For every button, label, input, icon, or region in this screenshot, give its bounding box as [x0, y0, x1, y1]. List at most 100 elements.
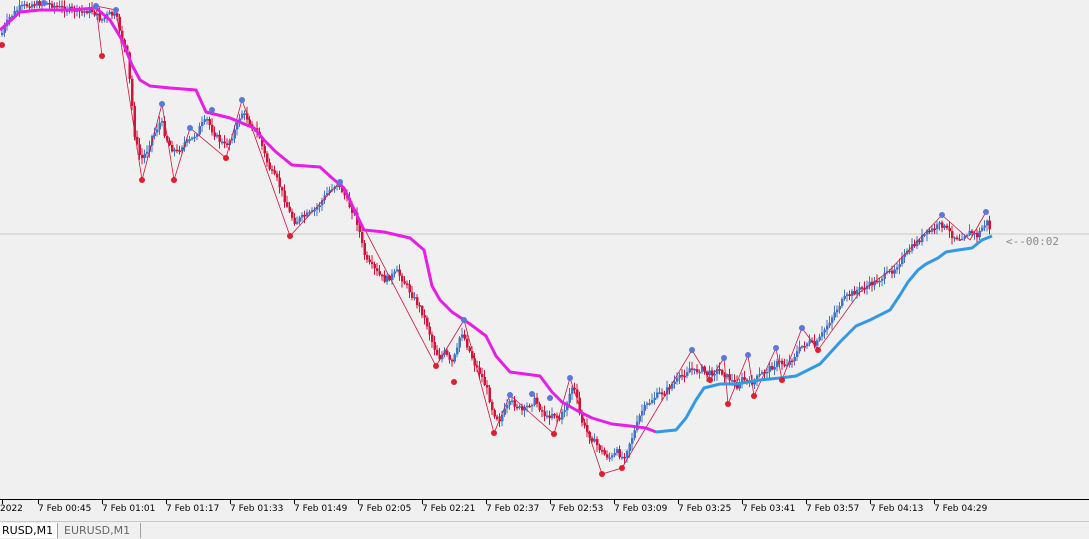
candle-body — [678, 375, 681, 378]
candle-body — [431, 334, 434, 343]
fractal-low-marker — [223, 155, 229, 161]
candle-body — [536, 397, 539, 404]
candle-body — [423, 315, 426, 318]
candle-body — [776, 361, 779, 368]
candle-body — [196, 134, 199, 137]
candle-body — [53, 5, 56, 8]
fractal-high-marker — [745, 352, 751, 358]
candle-body — [561, 411, 564, 420]
fractal-high-marker — [983, 209, 989, 215]
candle-body — [823, 329, 826, 333]
time-tick-label: 7 Feb 00:45 — [38, 504, 92, 514]
candle-body — [896, 267, 899, 270]
candle-body — [513, 400, 516, 407]
time-tick-label: 7 Feb 03:57 — [806, 504, 860, 514]
fractal-low-marker — [707, 377, 713, 383]
candle-body — [206, 119, 209, 121]
price-chart[interactable] — [0, 0, 1089, 500]
tab-rusd-m1[interactable]: RUSD,M1 — [0, 523, 59, 538]
candle-body — [161, 121, 164, 123]
candle-body — [961, 238, 964, 241]
candle-body — [98, 13, 101, 21]
fractal-low-marker — [725, 401, 731, 407]
candle-body — [186, 139, 189, 143]
time-tick-mark — [614, 500, 615, 504]
time-tick-label: 7 Feb 03:41 — [742, 504, 796, 514]
candle-body — [221, 141, 224, 144]
candle-body — [386, 275, 389, 282]
candle-body — [171, 144, 174, 152]
candle-body — [491, 402, 494, 411]
candle-body — [976, 232, 979, 238]
candle-body — [648, 403, 651, 405]
candle-body — [951, 231, 954, 238]
candle-body — [791, 360, 794, 363]
candle-body — [706, 371, 709, 376]
candle-body — [848, 294, 851, 296]
fractal-high-marker — [113, 7, 119, 13]
time-tick-label: 7 Feb 02:21 — [422, 504, 476, 514]
candle-body — [971, 230, 974, 234]
candle-body — [123, 39, 126, 46]
candle-body — [476, 365, 479, 368]
candle-body — [598, 445, 601, 451]
candle-body — [793, 356, 796, 362]
candle-body — [953, 237, 956, 240]
candle-body — [846, 294, 849, 296]
candle-body — [833, 312, 836, 318]
candle-body — [451, 359, 454, 362]
candle-body — [191, 137, 194, 140]
candle-body — [211, 124, 214, 133]
candle-body — [86, 11, 89, 14]
candle-body — [148, 145, 151, 152]
candle-body — [861, 287, 864, 289]
candle-body — [768, 365, 771, 372]
candle-body — [71, 6, 74, 9]
candle-body — [106, 13, 109, 18]
candle-body — [218, 134, 221, 142]
candle-body — [341, 186, 344, 193]
candle-body — [923, 234, 926, 236]
tab-eurusd-m1[interactable]: EURUSD,M1 — [60, 523, 142, 538]
fractal-high-marker — [721, 355, 727, 361]
fractal-low-marker — [779, 377, 785, 383]
candle-body — [413, 297, 416, 299]
candle-body — [591, 437, 594, 442]
candle-body — [11, 15, 14, 18]
candle-body — [616, 449, 619, 454]
candle-body — [121, 30, 124, 40]
candle-body — [231, 138, 234, 141]
candle-body — [988, 220, 991, 230]
candle-body — [968, 230, 971, 236]
candle-body — [721, 369, 724, 375]
candle-body — [36, 1, 39, 6]
candle-body — [708, 370, 711, 376]
candle-body — [538, 403, 541, 411]
candle-body — [233, 129, 236, 139]
candle-body — [873, 280, 876, 286]
candle-body — [273, 170, 276, 174]
candle-body — [943, 225, 946, 228]
time-tick-mark — [550, 500, 551, 504]
candle-body — [853, 291, 856, 295]
candle-body — [978, 230, 981, 238]
candle-body — [928, 230, 931, 233]
candle-body — [593, 439, 596, 442]
fractal-high-marker — [239, 97, 245, 103]
candle-body — [946, 225, 949, 228]
candle-body — [851, 291, 854, 296]
candle-body — [453, 354, 456, 362]
candle-body — [913, 244, 916, 247]
candle-body — [466, 338, 469, 348]
candle-body — [408, 284, 411, 293]
candle-body — [18, 5, 21, 11]
candle-body — [656, 392, 659, 398]
candle-body — [623, 456, 626, 459]
fractal-high-marker — [547, 395, 553, 401]
candle-body — [108, 11, 111, 14]
candle-body — [303, 214, 306, 217]
candle-body — [653, 397, 656, 401]
candle-body — [133, 105, 136, 137]
candle-body — [506, 405, 509, 409]
chart-area[interactable]: <--00:02 — [0, 0, 1089, 500]
